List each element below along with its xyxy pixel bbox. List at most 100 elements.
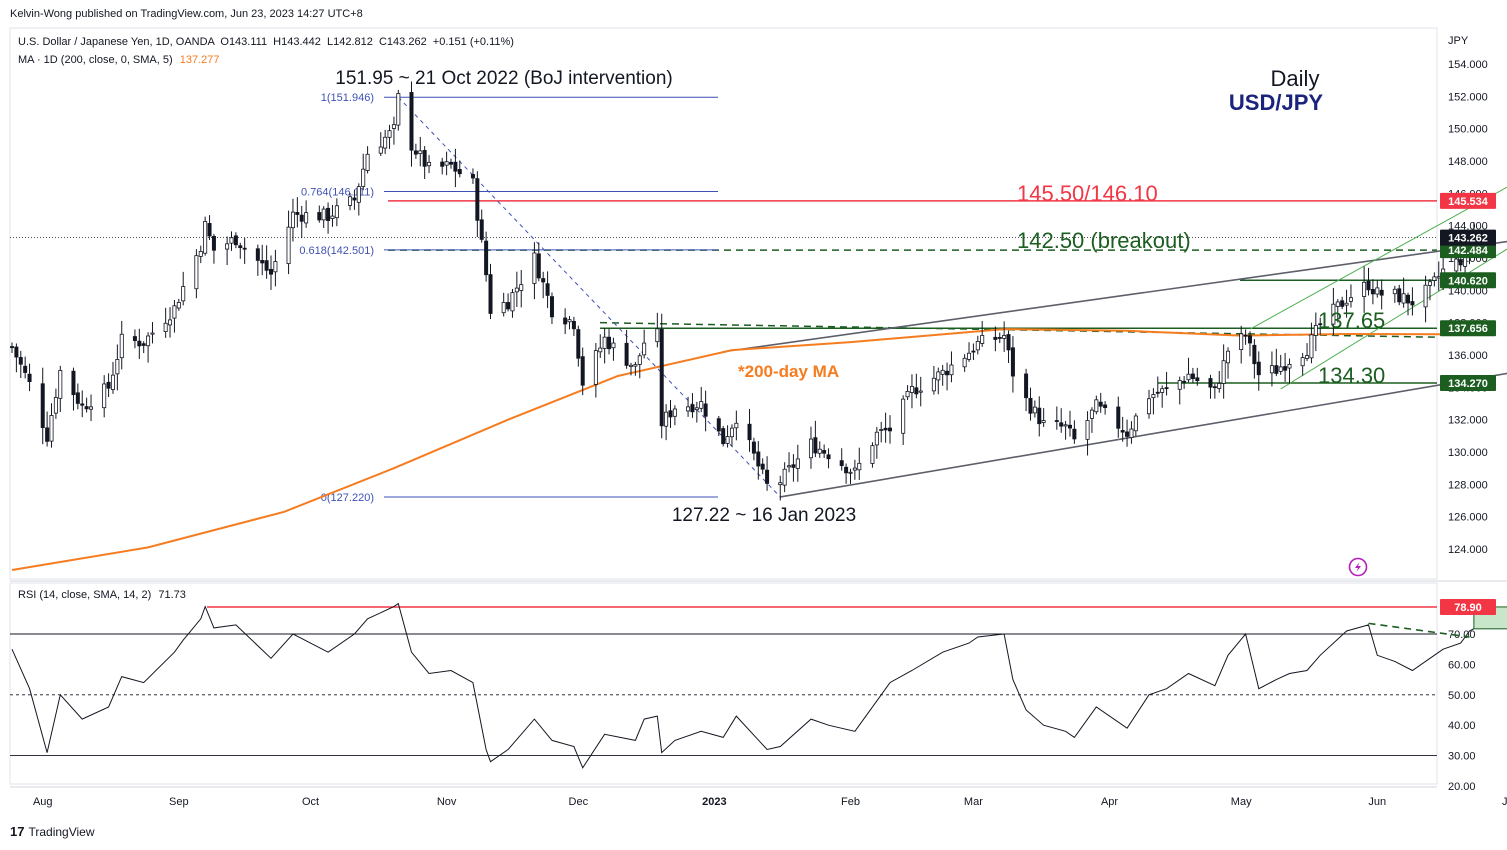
candle-up bbox=[848, 471, 853, 474]
candle-up bbox=[633, 364, 638, 367]
rsi-series bbox=[10, 602, 1507, 769]
candle-down bbox=[844, 466, 849, 474]
candle-up bbox=[1436, 276, 1441, 279]
candle-down bbox=[479, 219, 484, 240]
candle-down bbox=[1208, 378, 1213, 388]
price-axis[interactable]: 154.000152.000150.000148.000146.000144.0… bbox=[1448, 59, 1488, 556]
candle-down bbox=[1340, 300, 1345, 307]
candle-up bbox=[931, 377, 936, 392]
candle-down bbox=[1379, 289, 1384, 296]
candle-up bbox=[89, 406, 94, 410]
candle-up bbox=[176, 302, 181, 309]
candle-up bbox=[1305, 355, 1310, 359]
candle-up bbox=[795, 458, 800, 469]
time-tick-label: Mar bbox=[964, 796, 983, 808]
flash-icon[interactable] bbox=[1348, 557, 1368, 577]
candle-up bbox=[672, 408, 677, 417]
candle-down bbox=[453, 161, 458, 172]
chart-title: Daily bbox=[1271, 66, 1320, 91]
candle-up bbox=[655, 328, 660, 343]
rsi-pane-frame bbox=[9, 582, 1438, 785]
candle-up bbox=[286, 226, 291, 265]
candle-down bbox=[1010, 347, 1015, 377]
footer-brand[interactable]: 17 TradingView bbox=[10, 824, 95, 839]
candle-up bbox=[637, 355, 642, 365]
candle-up bbox=[391, 124, 396, 129]
candle-up bbox=[1392, 288, 1397, 295]
candle-down bbox=[1182, 380, 1187, 383]
candle-down bbox=[1458, 259, 1463, 266]
candle-down bbox=[299, 214, 304, 222]
candle-down bbox=[1410, 301, 1415, 306]
candle-up bbox=[1217, 383, 1222, 389]
candle-up bbox=[642, 342, 647, 356]
candle-up bbox=[501, 302, 506, 314]
candle-down bbox=[571, 320, 576, 330]
candle-down bbox=[751, 441, 756, 454]
price-level-tag: 137.656 bbox=[1448, 323, 1488, 335]
candle-up bbox=[817, 448, 822, 454]
fib-level-label: 1(151.946) bbox=[321, 92, 374, 104]
fib-level-label: 0.618(142.501) bbox=[299, 245, 374, 257]
candle-up bbox=[686, 406, 691, 412]
candle-down bbox=[1243, 334, 1248, 337]
candle-up bbox=[427, 161, 432, 167]
price-level-tag: 142.484 bbox=[1448, 245, 1489, 257]
candle-down bbox=[545, 283, 550, 296]
time-tick-label: Feb bbox=[841, 796, 860, 808]
candle-down bbox=[409, 92, 414, 151]
candle-up bbox=[1063, 424, 1068, 427]
candle-up bbox=[909, 386, 914, 393]
candle-down bbox=[27, 373, 32, 382]
candle-up bbox=[1331, 303, 1336, 325]
candle-down bbox=[563, 317, 568, 325]
trendlines[interactable] bbox=[723, 169, 1507, 498]
candle-up bbox=[361, 168, 366, 187]
candle-up bbox=[383, 136, 388, 149]
candle-up bbox=[273, 261, 278, 273]
price-tick-label: 130.000 bbox=[1448, 447, 1488, 459]
candle-down bbox=[997, 337, 1002, 339]
rsi-legend: RSI (14, close, SMA, 14, 2) 71.73 bbox=[18, 589, 186, 601]
candle-down bbox=[132, 336, 137, 342]
annotation-resistance: 145.50/146.10 bbox=[1017, 181, 1158, 206]
candle-down bbox=[75, 392, 80, 404]
fibonacci-retracement[interactable]: 1(151.946) 0.764(146.111) 0.618(142.501) 0(… bbox=[299, 92, 781, 504]
candle-up bbox=[1002, 335, 1007, 339]
candle-down bbox=[242, 247, 247, 250]
candle-up bbox=[1287, 363, 1292, 369]
candle-up bbox=[1401, 293, 1406, 304]
candle-up bbox=[1348, 297, 1353, 302]
candle-down bbox=[1247, 335, 1252, 344]
last-price-tag: 143.262 bbox=[1448, 233, 1488, 245]
candle-down bbox=[1006, 334, 1011, 351]
ma-legend-value: 137.277 bbox=[180, 54, 220, 66]
candle-up bbox=[514, 287, 519, 293]
candle-down bbox=[839, 460, 844, 467]
time-tick-label: Aug bbox=[33, 796, 53, 808]
candle-down bbox=[9, 346, 14, 349]
candle-down bbox=[1397, 288, 1402, 303]
time-axis[interactable]: Aug Sep Oct Nov Dec 2023 Feb Mar Apr May Jun Jul bbox=[33, 796, 1507, 808]
candle-up bbox=[1089, 409, 1094, 419]
candle-up bbox=[418, 150, 423, 154]
candle-up bbox=[1147, 398, 1152, 415]
candle-down bbox=[765, 469, 770, 484]
footer-brand-text: TradingView bbox=[28, 824, 95, 839]
candle-down bbox=[1366, 280, 1371, 291]
candle-up bbox=[1129, 428, 1134, 439]
candle-down bbox=[1195, 377, 1200, 382]
candle-up bbox=[782, 468, 787, 486]
annotations: 151.95 ~ 21 Oct 2022 (BoJ intervention) 1… bbox=[335, 68, 1385, 526]
candles bbox=[9, 81, 1476, 501]
candle-down bbox=[1252, 344, 1257, 365]
candle-up bbox=[694, 407, 699, 411]
candle-up bbox=[150, 332, 155, 335]
candle-down bbox=[448, 161, 453, 165]
rsi-divergence-line bbox=[1368, 622, 1470, 638]
candle-down bbox=[264, 260, 269, 271]
candle-down bbox=[1256, 361, 1261, 376]
candle-down bbox=[506, 302, 511, 310]
